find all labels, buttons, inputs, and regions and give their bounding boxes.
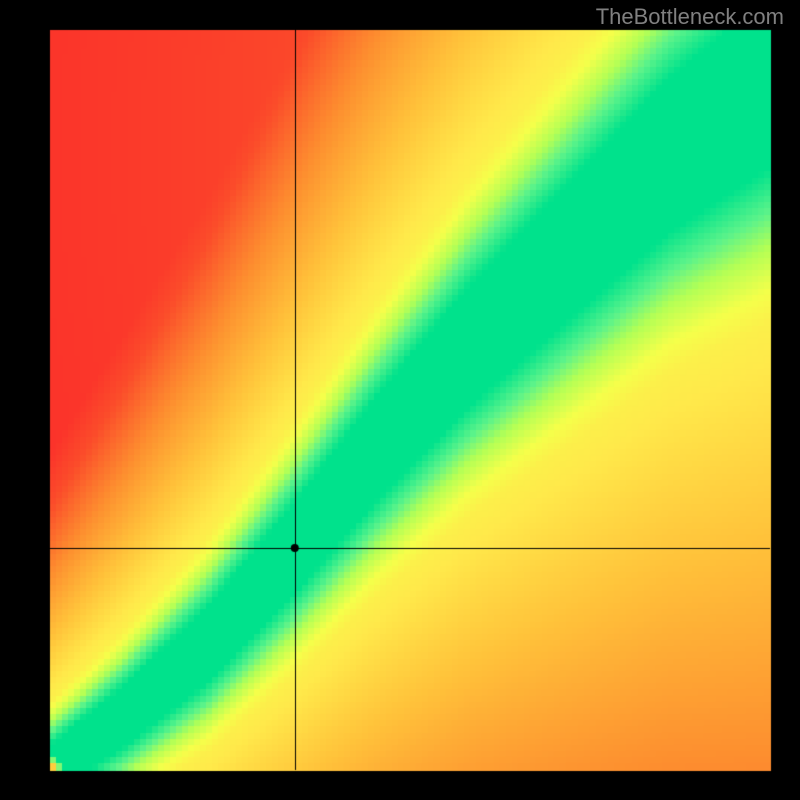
watermark-text: TheBottleneck.com [596,4,784,30]
bottleneck-heatmap [0,0,800,800]
